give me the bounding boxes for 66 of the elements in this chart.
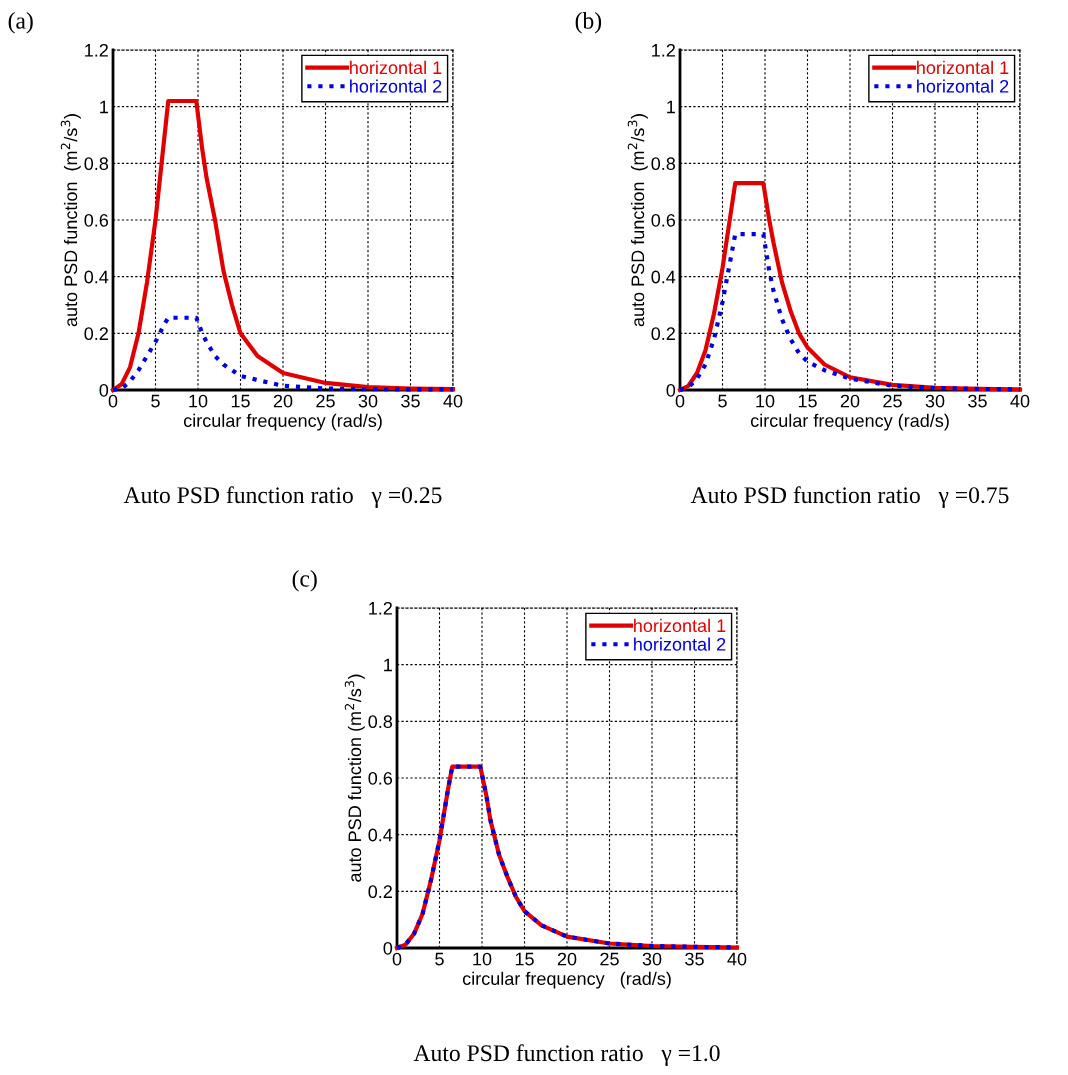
- y-axis-title: auto PSD function (m$^{2}$/s$^{3}$): [627, 114, 648, 327]
- x-tick-label: 25: [316, 394, 335, 408]
- y-tick-label: 0: [99, 383, 109, 397]
- x-tick-label: 5: [718, 394, 727, 408]
- y-tick-label: 0.2: [651, 327, 675, 341]
- y-tick-label: 0.4: [651, 270, 676, 284]
- x-tick-label: 35: [401, 394, 420, 408]
- x-tick-label: 30: [358, 394, 378, 408]
- legend-label: horizontal 1: [634, 618, 726, 633]
- y-tick-label: 0.2: [84, 327, 108, 341]
- y-tick-label: 0.4: [368, 828, 393, 842]
- y-tick-label: 0.4: [84, 270, 109, 284]
- legend-label: horizontal 2: [350, 79, 442, 93]
- y-tick-label: 1.2: [652, 43, 675, 57]
- x-tick-label: 40: [1010, 394, 1030, 408]
- x-tick-label: 15: [231, 394, 250, 408]
- y-tick-label: 0.8: [84, 157, 109, 171]
- x-tick-label: 5: [435, 952, 444, 966]
- x-tick-label: 10: [473, 952, 492, 966]
- text: Auto PSD function ratio γ =1.0: [413, 1044, 720, 1066]
- y-tick-label: 1: [100, 100, 108, 114]
- x-tick-label: 35: [968, 394, 987, 408]
- x-tick-label: 35: [685, 952, 704, 966]
- x-tick-label: 10: [756, 394, 775, 408]
- x-tick-label: 10: [189, 394, 208, 408]
- text: Auto PSD function ratio γ =0.75: [690, 486, 1009, 508]
- x-tick-label: 20: [273, 394, 293, 408]
- y-tick-label: 1.2: [85, 43, 108, 57]
- y-tick-label: 0.8: [651, 157, 676, 171]
- x-tick-label: 40: [443, 394, 463, 408]
- x-axis-title: circular frequency (rad/s): [750, 413, 949, 431]
- x-axis-title: circular frequency (rad/s): [462, 971, 671, 989]
- legend-label: horizontal 2: [917, 79, 1009, 93]
- y-tick-label: 1: [384, 658, 392, 672]
- y-tick-label: 1: [667, 100, 675, 114]
- y-tick-label: 1.2: [369, 601, 392, 615]
- x-tick-label: 30: [925, 394, 945, 408]
- legend-label: horizontal 1: [350, 60, 442, 75]
- y-axis-title: auto PSD function (m$^{2}$/s$^{3}$): [60, 114, 81, 327]
- text: Auto PSD function ratio γ =0.25: [123, 486, 442, 508]
- x-tick-label: 25: [600, 952, 619, 966]
- x-tick-label: 25: [883, 394, 902, 408]
- text: (a): [8, 12, 33, 34]
- x-tick-label: 15: [515, 952, 534, 966]
- x-tick-label: 0: [392, 952, 402, 966]
- x-tick-label: 20: [557, 952, 577, 966]
- y-tick-label: 0.6: [368, 771, 393, 785]
- y-axis-title: auto PSD function (m$^{2}$/s$^{3}$): [344, 674, 365, 882]
- x-tick-label: 15: [798, 394, 817, 408]
- x-tick-label: 30: [642, 952, 662, 966]
- legend-label: horizontal 2: [634, 637, 726, 651]
- text: (c): [292, 570, 317, 592]
- x-tick-label: 20: [840, 394, 860, 408]
- legend-label: horizontal 1: [917, 60, 1009, 75]
- text: (b): [575, 12, 602, 34]
- y-tick-label: 0.2: [368, 885, 392, 899]
- x-tick-label: 40: [727, 952, 747, 966]
- y-tick-label: 0.8: [368, 715, 393, 729]
- y-tick-label: 0.6: [84, 213, 109, 227]
- x-tick-label: 0: [675, 394, 685, 408]
- y-tick-label: 0: [666, 383, 676, 397]
- x-tick-label: 0: [108, 394, 118, 408]
- x-axis-title: circular frequency (rad/s): [183, 413, 382, 431]
- y-tick-label: 0: [383, 941, 393, 955]
- x-tick-label: 5: [151, 394, 160, 408]
- y-tick-label: 0.6: [651, 213, 676, 227]
